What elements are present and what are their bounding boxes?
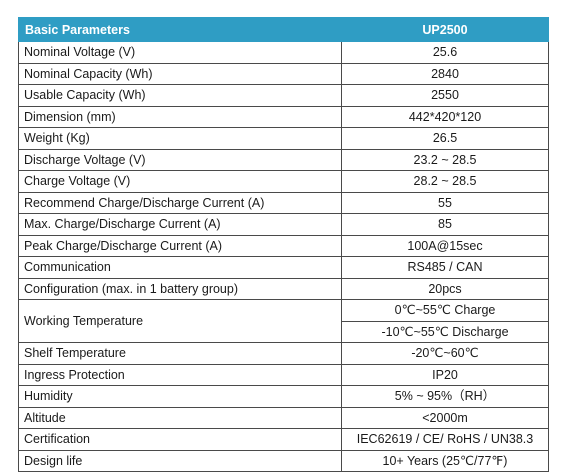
table-row: Working Temperature 0℃~55℃ Charge [18, 299, 549, 343]
table-row: Design life 10+ Years (25℃/77℉) [18, 449, 549, 472]
row-label: Max. Charge/Discharge Current (A) [18, 213, 342, 236]
row-label: Dimension (mm) [18, 105, 342, 128]
table-row: Nominal Capacity (Wh) 2840 [18, 62, 549, 85]
row-label: Working Temperature [18, 299, 342, 343]
header-model: UP2500 [341, 17, 549, 42]
row-value: 442*420*120 [341, 105, 549, 128]
row-value: 10+ Years (25℃/77℉) [341, 449, 549, 472]
row-label: Peak Charge/Discharge Current (A) [18, 234, 342, 257]
table-row: Shelf Temperature -20℃~60℃ [18, 342, 549, 365]
row-value: 0℃~55℃ Charge [341, 299, 549, 322]
row-label: Humidity [18, 385, 342, 408]
header-param-label: Basic Parameters [18, 17, 342, 42]
table-row: Weight (Kg) 26.5 [18, 127, 549, 150]
row-label: Charge Voltage (V) [18, 170, 342, 193]
table-row: Usable Capacity (Wh) 2550 [18, 84, 549, 107]
row-label: Design life [18, 449, 342, 472]
table-row: Charge Voltage (V) 28.2 ~ 28.5 [18, 170, 549, 193]
table-row: Humidity 5% ~ 95%（RH） [18, 385, 549, 408]
row-label: Ingress Protection [18, 363, 342, 386]
table-row: Recommend Charge/Discharge Current (A) 5… [18, 191, 549, 214]
row-value: <2000m [341, 406, 549, 429]
row-value: 25.6 [341, 41, 549, 64]
row-label: Altitude [18, 406, 342, 429]
row-value: 26.5 [341, 127, 549, 150]
row-label: Discharge Voltage (V) [18, 148, 342, 171]
header-row: Basic Parameters UP2500 [18, 17, 549, 42]
table-row: Dimension (mm) 442*420*120 [18, 105, 549, 128]
table-row: Communication RS485 / CAN [18, 256, 549, 279]
row-value: 23.2 ~ 28.5 [341, 148, 549, 171]
row-label: Nominal Voltage (V) [18, 41, 342, 64]
table-row: Discharge Voltage (V) 23.2 ~ 28.5 [18, 148, 549, 171]
table-row: Peak Charge/Discharge Current (A) 100A@1… [18, 234, 549, 257]
row-value: 85 [341, 213, 549, 236]
row-label: Shelf Temperature [18, 342, 342, 365]
row-value: 55 [341, 191, 549, 214]
row-label: Configuration (max. in 1 battery group) [18, 277, 342, 300]
table-row: Ingress Protection IP20 [18, 363, 549, 386]
row-value: -20℃~60℃ [341, 342, 549, 365]
table-row: Altitude <2000m [18, 406, 549, 429]
row-value: RS485 / CAN [341, 256, 549, 279]
row-value: 2550 [341, 84, 549, 107]
row-value: IEC62619 / CE/ RoHS / UN38.3 [341, 428, 549, 451]
row-value: 5% ~ 95%（RH） [341, 385, 549, 408]
row-label: Weight (Kg) [18, 127, 342, 150]
row-value: IP20 [341, 363, 549, 386]
row-value: 2840 [341, 62, 549, 85]
table-row: Certification IEC62619 / CE/ RoHS / UN38… [18, 428, 549, 451]
row-label: Communication [18, 256, 342, 279]
row-label: Recommend Charge/Discharge Current (A) [18, 191, 342, 214]
table-row: Configuration (max. in 1 battery group) … [18, 277, 549, 300]
row-value: 20pcs [341, 277, 549, 300]
row-label: Certification [18, 428, 342, 451]
spec-table: Basic Parameters UP2500 Nominal Voltage … [18, 17, 549, 472]
row-value: 100A@15sec [341, 234, 549, 257]
row-label: Usable Capacity (Wh) [18, 84, 342, 107]
table-row: Nominal Voltage (V) 25.6 [18, 41, 549, 64]
row-value: -10℃~55℃ Discharge [341, 320, 549, 343]
row-value: 28.2 ~ 28.5 [341, 170, 549, 193]
table-row: Max. Charge/Discharge Current (A) 85 [18, 213, 549, 236]
row-label: Nominal Capacity (Wh) [18, 62, 342, 85]
